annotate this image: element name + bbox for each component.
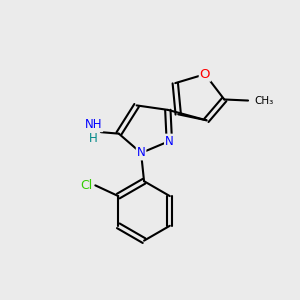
- Text: O: O: [200, 68, 210, 81]
- Text: N: N: [165, 135, 174, 148]
- Text: H: H: [89, 132, 98, 145]
- Text: NH: NH: [85, 118, 102, 131]
- Text: N: N: [137, 146, 146, 160]
- Text: Cl: Cl: [80, 179, 92, 192]
- Text: CH₃: CH₃: [254, 95, 273, 106]
